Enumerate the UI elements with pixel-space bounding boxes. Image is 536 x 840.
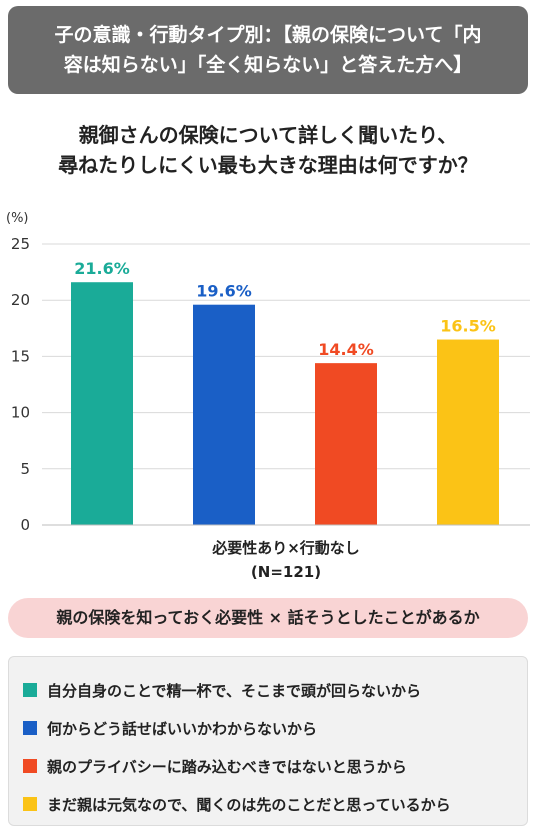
legend-swatch [23, 759, 37, 773]
bar [71, 282, 133, 525]
bar [315, 363, 377, 525]
legend-item: まだ親は元気なので、聞くのは先のことだと思っているから [23, 785, 527, 823]
header-banner: 子の意識・行動タイプ別：【親の保険について「内 容は知らない」「全く知らない」と… [8, 6, 528, 94]
legend-item: 親のプライバシーに踏み込むべきではないと思うから [23, 747, 527, 785]
question-line-1: 親御さんの保険について詳しく聞いたり、 [78, 123, 458, 147]
legend-swatch [23, 683, 37, 697]
y-tick-label: 5 [20, 460, 30, 478]
y-tick-label: 15 [11, 347, 30, 365]
header-title-line-2: 容は知らない」「全く知らない」と答えた方へ】 [63, 54, 473, 76]
header-title-line-1: 子の意識・行動タイプ別：【親の保険について「内 [54, 24, 482, 46]
legend-label: 何からどう話せばいいかわからないから [47, 719, 318, 738]
category-pill: 親の保険を知っておく必要性 × 話そうとしたことがあるか [8, 598, 528, 638]
x-group-label: 必要性あり×行動なし [211, 539, 360, 557]
bar-value-label: 16.5% [440, 317, 496, 336]
legend-swatch [23, 797, 37, 811]
legend-item: 自分自身のことで精一杯で、そこまで頭が回らないから [23, 671, 527, 709]
legend-label: 自分自身のことで精一杯で、そこまで頭が回らないから [47, 681, 421, 700]
bar-chart: (%) 0 5 10 15 20 25 21.6% 19.6% 14.4% 16.5% 必要性あり×行… [6, 211, 530, 581]
legend-item: 何からどう話せばいいかわからないから [23, 709, 527, 747]
y-tick-label: 20 [11, 291, 30, 309]
survey-question: 親御さんの保険について詳しく聞いたり、 尋ねたりしにくい最も大きな理由は何ですか… [0, 120, 536, 180]
y-tick-label: 25 [11, 235, 30, 253]
bar-value-label: 19.6% [196, 282, 252, 301]
legend-label: まだ親は元気なので、聞くのは先のことだと思っているから [47, 795, 451, 814]
bar-value-label: 21.6% [74, 259, 130, 278]
y-tick-label: 10 [11, 404, 30, 422]
bar [437, 339, 499, 525]
y-unit-label: (%) [6, 211, 29, 226]
legend-swatch [23, 721, 37, 735]
y-tick-label: 0 [20, 516, 30, 534]
x-group-sample-size: (N=121) [251, 563, 321, 581]
legend-label: 親のプライバシーに踏み込むべきではないと思うから [47, 757, 407, 776]
bar [193, 304, 255, 525]
bar-value-label: 14.4% [318, 340, 374, 359]
chart-legend: 自分自身のことで精一杯で、そこまで頭が回らないから 何からどう話せばいいかわからな… [8, 656, 528, 826]
question-line-2: 尋ねたりしにくい最も大きな理由は何ですか？ [58, 153, 478, 177]
